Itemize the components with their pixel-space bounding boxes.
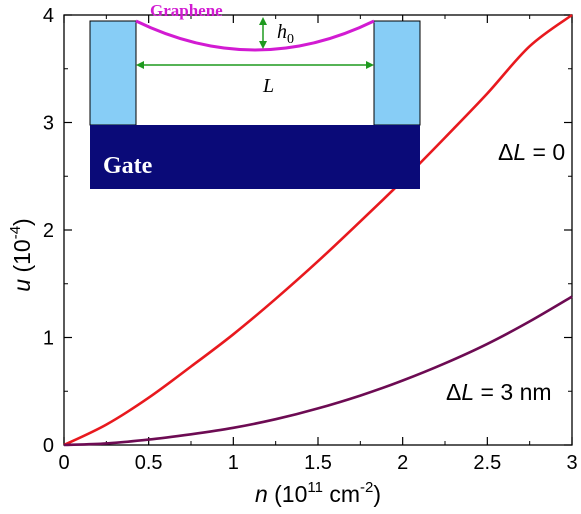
- annotation-delta-l-0: ΔL = 0: [498, 139, 565, 165]
- inset-length-label: L: [262, 75, 274, 97]
- series-line-0: [63, 13, 573, 447]
- y-axis-label: u (10-4): [7, 218, 35, 291]
- x-tick-label: 1.5: [304, 452, 332, 474]
- inset-gate: [90, 125, 420, 189]
- y-tick-label: 3: [43, 113, 54, 135]
- series-layer: [63, 13, 573, 447]
- x-tick-label: 1: [228, 452, 239, 474]
- y-axis-ticks: 0 1 2 3 4: [43, 5, 572, 457]
- x-axis-label: n (1011 cm-2): [255, 479, 381, 507]
- y-tick-label: 2: [43, 220, 54, 242]
- annotation-delta-l-3nm: ΔL = 3 nm: [446, 379, 552, 405]
- inset-schematic: Gate Graphene h0 L: [89, 1, 421, 189]
- series-line-1: [63, 295, 573, 447]
- x-axis-ticks: 0 0.5 1 1.5 2 2.5 3: [58, 15, 578, 474]
- inset-graphene-label: Graphene: [150, 1, 223, 20]
- y-tick-label: 1: [43, 328, 54, 350]
- x-tick-label: 0.5: [135, 452, 163, 474]
- y-tick-label: 4: [43, 5, 54, 27]
- x-tick-label: 2: [397, 452, 408, 474]
- x-tick-label: 3: [566, 452, 577, 474]
- inset-height-label: h0: [277, 21, 294, 47]
- x-tick-label: 0: [58, 452, 69, 474]
- inset-graphene-membrane: [135, 19, 375, 52]
- inset-gate-label: Gate: [103, 153, 153, 179]
- inset-left-pillar: [89, 20, 137, 126]
- x-tick-label: 2.5: [473, 452, 501, 474]
- y-tick-label: 0: [43, 435, 54, 457]
- inset-right-pillar: [373, 20, 421, 126]
